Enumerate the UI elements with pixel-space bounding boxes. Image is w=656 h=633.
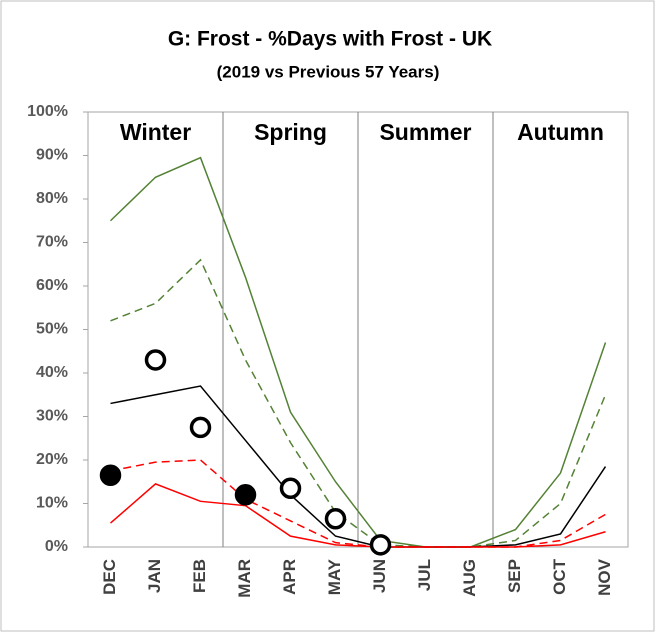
x-tick-label: OCT <box>550 558 569 595</box>
series-line <box>109 156 607 548</box>
x-tick-label: MAY <box>325 558 344 595</box>
x-tick-label: NOV <box>595 558 614 596</box>
x-tick-label: APR <box>280 559 299 595</box>
x-tick-label: DEC <box>100 559 119 595</box>
x-tick-label: AUG <box>460 559 479 597</box>
x-tick-label: FEB <box>190 559 209 593</box>
y-tick-label: 30% <box>36 408 68 425</box>
x-tick-label: MAR <box>235 559 254 598</box>
season-label: Autumn <box>517 119 604 145</box>
season-label: Spring <box>254 119 327 145</box>
y-tick-label: 100% <box>27 103 68 120</box>
x-tick-label: JUN <box>370 559 389 593</box>
series-line <box>110 258 607 548</box>
marker <box>189 416 212 439</box>
chart-title: G: Frost - %Days with Frost - UK <box>168 28 492 51</box>
y-tick-label: 20% <box>36 451 68 468</box>
season-label: Summer <box>379 119 471 145</box>
x-tick-label: SEP <box>505 559 524 593</box>
series-line <box>110 385 607 548</box>
y-tick-label: 90% <box>36 147 68 164</box>
x-tick-label: JUL <box>415 559 434 591</box>
marker <box>99 464 122 486</box>
chart-subtitle: (2019 vs Previous 57 Years) <box>217 62 440 81</box>
season-label: Winter <box>120 119 191 145</box>
y-tick-label: 70% <box>36 234 68 251</box>
series-line <box>110 459 606 548</box>
y-tick-label: 50% <box>36 321 68 338</box>
y-tick-label: 40% <box>36 364 68 381</box>
marker <box>234 484 257 506</box>
y-tick-label: 0% <box>45 538 68 555</box>
marker <box>369 534 392 556</box>
y-tick-label: 80% <box>36 190 68 207</box>
y-tick-label: 60% <box>36 277 68 294</box>
marker <box>144 349 167 371</box>
x-tick-label: JAN <box>145 559 164 593</box>
y-tick-label: 10% <box>36 495 68 512</box>
series-line <box>110 483 606 548</box>
marker <box>279 477 302 500</box>
marker <box>324 507 347 530</box>
